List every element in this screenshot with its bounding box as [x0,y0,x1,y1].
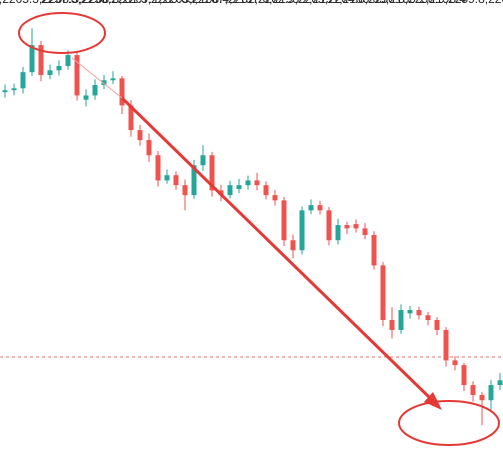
candle-body [407,310,413,314]
candle-body [272,195,278,201]
candle-body [434,320,440,330]
candle-body [317,205,323,211]
candle-body [443,329,449,361]
candle-body [245,180,251,186]
candle-body [56,65,62,71]
high-circle [18,12,106,54]
candle-body [299,210,305,251]
candle-body [281,200,287,241]
candle-body [236,185,242,189]
candle-body [497,380,503,386]
low-label: 2255,2255.5,2255.9,2259.6,2258.5,2258.9,… [0,0,466,6]
candle-body [47,70,53,76]
candle-body [290,240,296,251]
candle-body [38,45,44,76]
trend-line [71,57,123,99]
candle-body [137,130,143,141]
high-label: 2257.8,2258,2261.5,2269.65,2267,2262,226… [41,0,503,6]
candle-body [83,95,89,100]
candle-body [65,55,71,66]
candle-body [353,224,359,229]
candle-body [308,205,314,211]
candle-body [200,155,206,166]
trend-arrow [120,96,432,400]
candle-body [164,175,170,181]
candle-body [11,88,17,91]
candle-body [155,155,161,181]
candles [0,28,503,426]
candle-body [173,175,179,186]
candle-body [92,84,98,96]
candle-body [209,155,215,191]
candle-body [119,78,125,106]
candle-body [182,185,188,196]
candle-body [74,55,80,96]
candle-body [479,395,485,401]
candle-body [344,225,350,229]
candle-body [488,385,494,401]
labels: 2257.8,2258,2261.5,2269.65,2267,2262,226… [0,0,503,6]
low-circle [398,400,500,446]
candle-body [380,265,386,321]
candle-body [461,365,467,386]
candle-body [335,225,341,241]
candle-body [2,90,8,93]
candle-body [425,315,431,321]
candle-body [110,78,116,81]
candle-body [263,185,269,196]
candle-body [128,105,134,131]
candle-body [326,210,332,241]
candle-body [362,228,368,236]
candle-body [470,385,476,396]
candle-body [227,185,233,196]
candle-body [20,72,26,89]
candle-body [254,180,260,186]
candle-body [389,320,395,330]
candle-body [452,360,458,366]
candle-body [398,310,404,330]
candle-body [29,45,35,73]
candle-body [101,80,107,85]
candle-body [416,310,422,316]
candle-body [191,165,197,196]
trend-arrow-head [424,392,442,410]
candle-body [146,140,152,156]
candle-body [371,235,377,266]
